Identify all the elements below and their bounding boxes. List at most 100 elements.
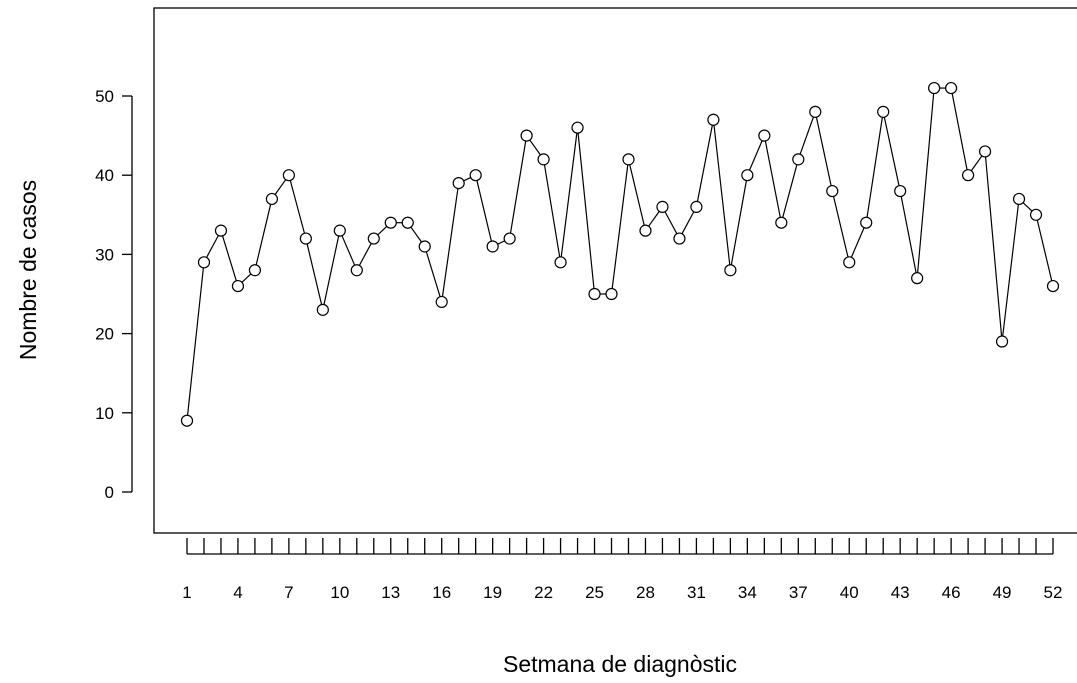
- data-point: [452, 177, 465, 190]
- data-point: [180, 414, 194, 427]
- data-point: [571, 121, 584, 134]
- y-axis-title: Nombre de casos: [15, 180, 41, 360]
- x-tick-label: 19: [483, 583, 502, 602]
- series-segment: [629, 164, 645, 226]
- data-point: [673, 232, 686, 245]
- data-point: [367, 232, 380, 245]
- x-tick-label: 31: [687, 583, 706, 602]
- series-segment: [799, 116, 814, 155]
- x-axis-title: Setmana de diagnòstic: [503, 651, 737, 677]
- data-point: [877, 105, 890, 118]
- series-segment: [648, 211, 660, 227]
- x-tick-label: 7: [284, 583, 293, 602]
- series-segment: [509, 140, 527, 234]
- data-point: [605, 287, 618, 301]
- data-point: [316, 303, 329, 316]
- x-tick-label: 16: [432, 583, 451, 602]
- series-segment: [255, 204, 272, 266]
- data-point: [809, 105, 822, 118]
- series-segment: [815, 117, 832, 186]
- series-segment: [696, 125, 713, 202]
- series-segment: [866, 117, 883, 218]
- data-point: [928, 81, 941, 95]
- x-tick-label: 46: [942, 583, 961, 602]
- data-point: [265, 192, 279, 206]
- data-point: [299, 232, 312, 245]
- data-point: [622, 153, 635, 166]
- x-tick-label: 37: [789, 583, 808, 602]
- series-segment: [529, 139, 541, 156]
- data-point: [503, 232, 516, 245]
- data-point: [248, 264, 262, 277]
- series-segment: [497, 240, 505, 245]
- data-point: [741, 169, 754, 182]
- data-point: [978, 145, 992, 158]
- data-point: [690, 200, 703, 213]
- y-tick-label: 40: [95, 166, 114, 185]
- x-tick-label: 34: [738, 583, 757, 602]
- y-tick-label: 10: [95, 404, 114, 423]
- series-segment: [1002, 204, 1019, 337]
- series-segment: [782, 164, 798, 218]
- series-segment: [274, 179, 287, 195]
- series-segment: [543, 164, 561, 257]
- data-point: [860, 216, 873, 229]
- y-tick-label: 0: [105, 483, 114, 502]
- series-segment: [306, 243, 323, 305]
- data-point: [486, 240, 499, 253]
- data-point: [469, 169, 482, 182]
- series-segment: [441, 188, 459, 297]
- series-segment: [917, 93, 935, 273]
- series-segment: [410, 226, 423, 243]
- data-point: [537, 153, 550, 166]
- data-point: [350, 264, 363, 277]
- series-segment: [611, 164, 629, 289]
- series-segment: [560, 133, 578, 257]
- data-point: [775, 216, 788, 229]
- series-segment: [951, 93, 968, 170]
- data-point: [231, 279, 245, 293]
- y-tick-label: 20: [95, 325, 114, 344]
- data-point: [843, 256, 856, 269]
- x-tick-label: 22: [534, 583, 553, 602]
- series-segment: [970, 155, 983, 172]
- data-point: [724, 264, 737, 277]
- data-point: [894, 184, 907, 198]
- series-segment: [577, 133, 595, 289]
- x-tick-label: 10: [330, 583, 349, 602]
- series-segment: [476, 180, 492, 242]
- series-segment: [730, 180, 747, 265]
- series-segment: [883, 117, 900, 186]
- series-segment: [713, 125, 731, 265]
- series-segment: [377, 226, 388, 236]
- x-tick-label: 43: [891, 583, 910, 602]
- data-point: [1012, 192, 1026, 206]
- series-segment: [850, 227, 865, 258]
- x-tick-label: 1: [182, 583, 191, 602]
- data-point: [588, 287, 601, 301]
- x-axis-ticks: 1 4 7 10 13 16 19 22 25 28 31 34 37 40 43 46 49 52: [182, 538, 1062, 602]
- series-segment: [341, 235, 356, 266]
- series-segment: [832, 196, 849, 258]
- data-point: [401, 216, 414, 229]
- data-point: [945, 81, 958, 95]
- series-segment: [1022, 202, 1033, 212]
- series-segment: [764, 140, 781, 218]
- x-tick-label: 25: [585, 583, 604, 602]
- plot-frame: [153, 7, 1077, 534]
- data-point: [435, 295, 448, 309]
- x-tick-label: 52: [1044, 583, 1063, 602]
- data-point: [214, 224, 228, 237]
- data-point: [520, 129, 533, 142]
- data-point: [758, 129, 771, 142]
- data-point: [656, 200, 669, 213]
- y-axis-ticks: 0 10 20 30 40 50: [95, 87, 132, 502]
- data-point: [792, 153, 805, 166]
- series-segment: [425, 251, 441, 297]
- series-segment: [186, 267, 204, 416]
- series-segment: [681, 211, 695, 234]
- x-tick-label: 28: [636, 583, 655, 602]
- data-point: [639, 224, 652, 237]
- data-point: [282, 169, 295, 182]
